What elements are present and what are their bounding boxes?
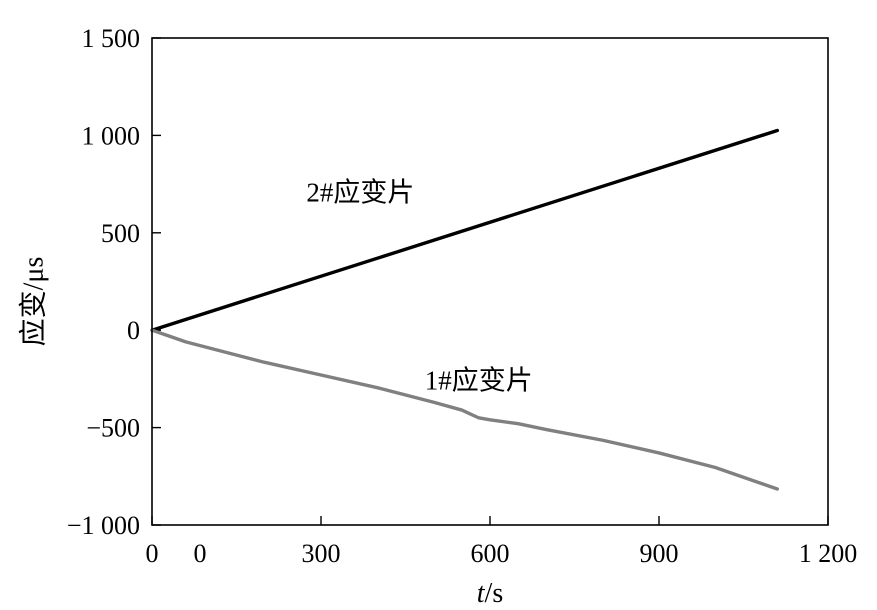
y-tick-label: 0 (127, 316, 140, 345)
x-axis-title-unit: /s (485, 578, 504, 609)
series-line-1 (150, 128, 779, 332)
series-label-2: 1#应变片 (425, 366, 533, 396)
x-tick-label: 1 200 (799, 539, 858, 568)
x-axis-ticks: 0 300 600 900 1 200 0 (146, 516, 858, 568)
y-tick-label: −1 000 (67, 511, 140, 540)
y-axis-title: 应变/μs (17, 257, 49, 347)
x-tick-label: 300 (302, 539, 341, 568)
x-tick-label: 0 (146, 539, 159, 568)
y-tick-label: 1 000 (82, 121, 141, 150)
x-tick-label: 900 (640, 539, 679, 568)
x-extra-tick-label: 0 (194, 539, 207, 568)
y-tick-label: 1 500 (82, 24, 141, 53)
x-axis-title: t/s (477, 578, 503, 609)
series-line-2 (150, 328, 779, 491)
x-tick-label: 600 (471, 539, 510, 568)
annotation-layer: 2#应变片 1#应变片 (306, 178, 532, 396)
y-tick-label: 500 (101, 219, 140, 248)
y-axis-ticks: −1 000 −500 0 500 1 000 1 500 (67, 24, 161, 540)
plot-frame (151, 37, 829, 526)
x-axis-title-var: t (477, 578, 486, 609)
series-layer (150, 128, 779, 491)
y-tick-label: −500 (86, 414, 140, 443)
series-label-1: 2#应变片 (306, 178, 414, 208)
